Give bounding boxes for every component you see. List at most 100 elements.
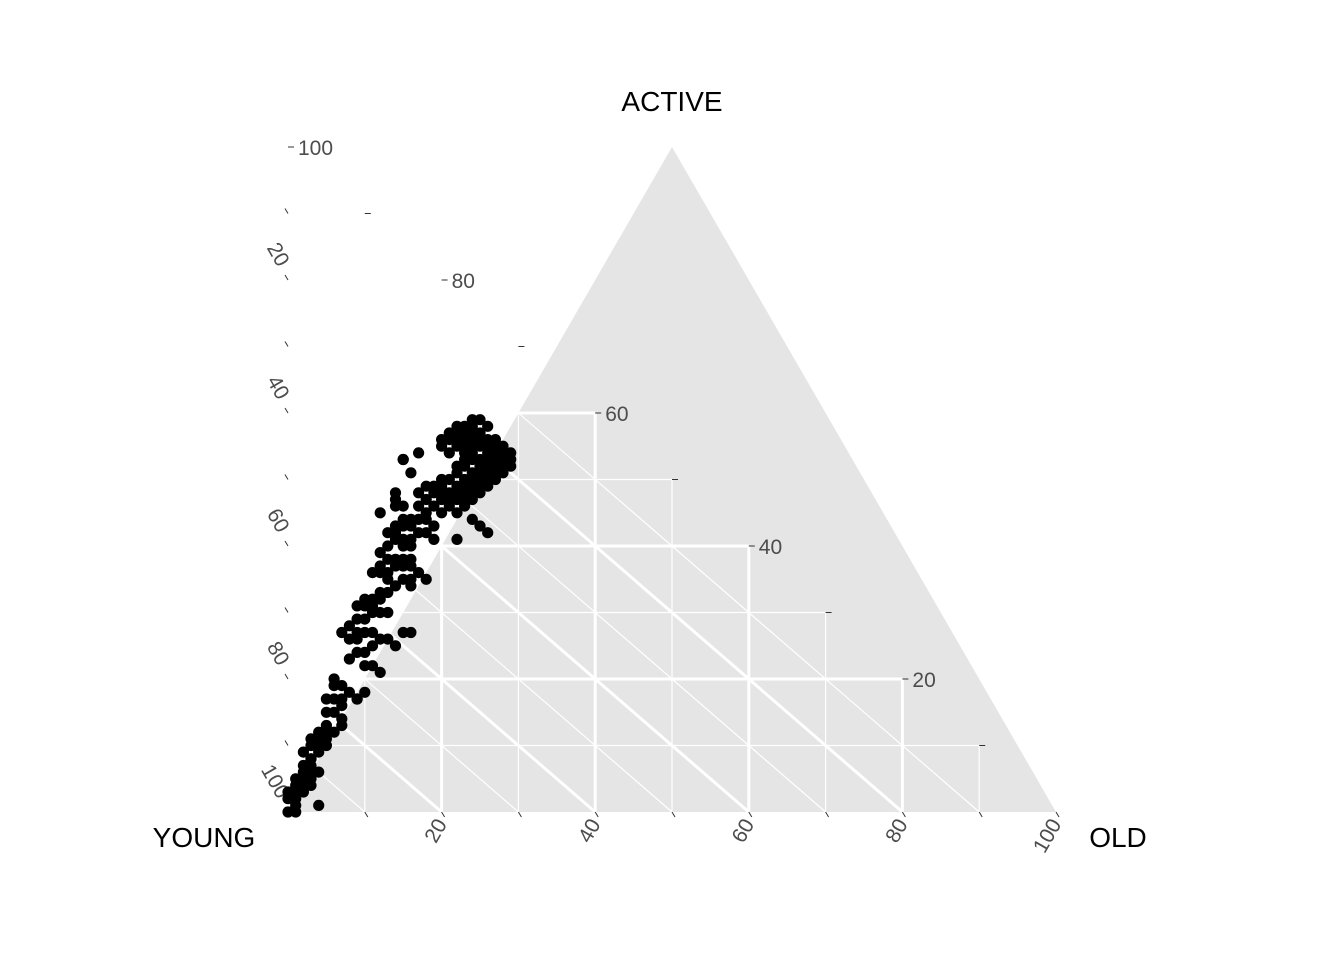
tick-mark-young-90 — [284, 740, 289, 746]
data-point-120 — [397, 540, 409, 552]
tick-label-young-20: 20 — [262, 239, 294, 271]
data-point-128 — [389, 560, 402, 572]
data-point-183 — [336, 700, 348, 712]
data-point-174 — [328, 680, 340, 692]
tick-mark-old-70 — [825, 811, 830, 818]
data-point-92 — [474, 520, 486, 532]
data-point-27 — [443, 447, 455, 459]
tick-mark-old-30 — [517, 811, 522, 818]
data-point-45 — [505, 460, 517, 472]
grid-lines — [287, 212, 980, 814]
data-point-108 — [397, 520, 409, 532]
data-point-90 — [466, 513, 478, 526]
data-point-179 — [359, 686, 371, 698]
data-point-129 — [397, 560, 409, 572]
data-point-115 — [428, 533, 440, 546]
data-point-169 — [343, 653, 355, 665]
tick-label-young-60: 60 — [262, 505, 294, 537]
data-point-165 — [351, 633, 363, 645]
data-point-158 — [359, 626, 371, 639]
tick-mark-young-60 — [284, 540, 289, 547]
data-point-135 — [366, 567, 379, 579]
data-point-95 — [397, 453, 409, 466]
data-point-185 — [328, 706, 340, 718]
data-point-199 — [297, 746, 309, 758]
data-point-14 — [443, 434, 455, 446]
grid-line-young-80 — [287, 677, 443, 814]
data-point-97 — [405, 467, 417, 479]
data-point-59 — [443, 473, 455, 486]
data-point-130 — [405, 560, 417, 572]
data-point-58 — [489, 473, 501, 486]
data-point-180 — [320, 693, 332, 705]
data-point-111 — [420, 527, 432, 539]
tick-label-old-100: 100 — [1029, 815, 1066, 857]
data-point-166 — [366, 640, 379, 652]
data-point-148 — [351, 600, 363, 612]
data-point-88 — [436, 507, 448, 519]
data-point-206 — [313, 766, 325, 778]
data-point-89 — [451, 507, 463, 519]
data-point-126 — [382, 553, 394, 565]
data-point-170 — [359, 660, 371, 672]
data-point-184 — [320, 706, 332, 718]
data-point-74 — [428, 487, 440, 499]
data-point-52 — [497, 467, 509, 479]
tick-label-old-60: 60 — [728, 815, 760, 847]
data-point-68 — [420, 480, 432, 492]
tick-mark-young-40 — [284, 407, 289, 414]
data-point-1 — [474, 414, 486, 426]
data-point-163 — [336, 626, 348, 639]
data-point-198 — [313, 746, 325, 758]
grid-line-young-60 — [287, 544, 597, 814]
data-point-172 — [374, 666, 386, 679]
axis-title-right: OLD — [1089, 822, 1147, 853]
data-point-159 — [366, 626, 379, 639]
data-point-219 — [313, 799, 325, 812]
data-point-154 — [351, 613, 363, 625]
data-point-139 — [389, 580, 402, 592]
tick-mark-young-50 — [284, 474, 289, 480]
data-point-20 — [436, 440, 448, 452]
tick-label-active-20: 20 — [912, 669, 935, 692]
data-point-112 — [382, 527, 394, 539]
data-point-106 — [420, 513, 432, 526]
grid-line-young-10 — [287, 213, 980, 813]
data-point-143 — [374, 593, 386, 605]
tick-label-old-80: 80 — [881, 815, 913, 847]
data-point-161 — [382, 633, 394, 645]
data-point-96 — [413, 447, 425, 459]
data-point-162 — [389, 640, 402, 652]
data-point-81 — [436, 493, 448, 506]
data-point-73 — [474, 487, 486, 499]
data-point-39 — [466, 453, 478, 466]
data-point-211 — [305, 779, 317, 792]
data-point-164 — [343, 633, 355, 645]
data-point-24 — [474, 440, 486, 452]
data-point-121 — [405, 540, 417, 552]
data-point-195 — [320, 739, 332, 752]
data-point-220 — [282, 806, 294, 818]
data-point-153 — [405, 626, 417, 639]
data-point-132 — [420, 573, 432, 585]
data-point-217 — [282, 793, 294, 805]
data-point-171 — [366, 660, 379, 672]
tick-mark-old-90 — [978, 811, 983, 818]
data-point-83 — [428, 500, 440, 512]
data-point-116 — [451, 533, 463, 546]
grid-line-young-30 — [287, 346, 826, 813]
data-point-131 — [413, 567, 425, 579]
axis-title-top: ACTIVE — [621, 86, 722, 117]
data-point-76 — [413, 487, 425, 499]
tick-mark-old-50 — [671, 811, 676, 818]
data-point-99 — [374, 507, 386, 519]
data-point-137 — [397, 573, 409, 585]
data-point-176 — [343, 686, 355, 698]
data-point-82 — [420, 493, 432, 506]
data-point-101 — [389, 500, 402, 512]
tick-mark-young-10 — [284, 208, 289, 214]
grid-line-young-50 — [287, 479, 673, 813]
tick-label-old-20: 20 — [420, 815, 452, 847]
data-point-155 — [359, 613, 371, 625]
tick-mark-old-80 — [901, 811, 906, 818]
